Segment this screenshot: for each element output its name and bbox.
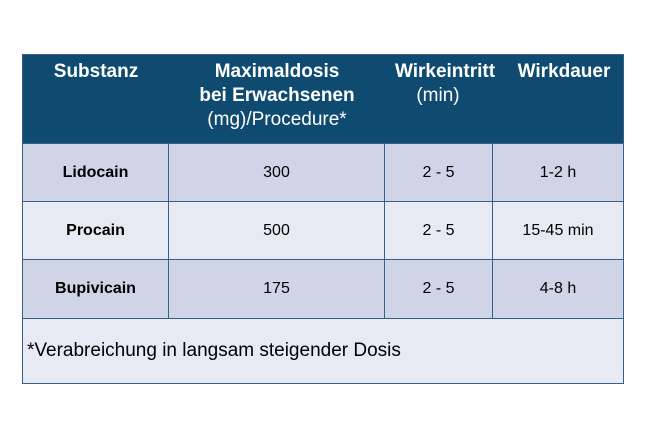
table-row: Bupivicain 175 2 - 5 4-8 h [23,259,623,318]
cell-onset: 2 - 5 [385,260,493,318]
cell-maxdose: 175 [169,260,385,318]
table-row: Procain 500 2 - 5 15-45 min [23,201,623,259]
cell-substance: Bupivicain [23,260,169,318]
cell-duration: 1-2 h [539,163,577,181]
header-maxdose-line3: (mg)/Procedure* [207,109,347,130]
cell-substance: Procain [23,202,169,259]
header-substance: Substanz [23,55,169,148]
table-row: Lidocain 300 2 - 5 1-2 h [23,143,623,201]
header-onset-line2: (min) [416,85,460,106]
header-maxdose-line2: bei Erwachsenen [199,85,355,106]
table-footnote: *Verabreichung in langsam steigender Dos… [23,318,623,383]
cell-duration: 4-8 h [539,280,577,297]
cell-maxdose: 500 [169,202,385,259]
header-onset-line1: Wirkeintritt [394,61,496,82]
cell-substance: Lidocain [23,144,169,201]
table-header: Substanz Maximaldosis bei Erwachsenen (m… [23,55,623,143]
header-substance-label: Substanz [53,61,139,82]
header-maxdose: Maximaldosis bei Erwachsenen (mg)/Proced… [169,55,385,148]
cell-onset: 2 - 5 [385,144,493,201]
header-duration: Wirkdauer [505,55,623,148]
cell-maxdose: 300 [169,144,385,201]
cell-onset: 2 - 5 [385,202,493,259]
header-maxdose-line1: Maximaldosis [214,61,340,82]
cell-duration: 15-45 min [522,221,594,239]
header-duration-label: Wirkdauer [517,61,611,82]
header-onset: Wirkeintritt (min) [385,55,505,148]
dosage-table: Substanz Maximaldosis bei Erwachsenen (m… [22,54,624,384]
